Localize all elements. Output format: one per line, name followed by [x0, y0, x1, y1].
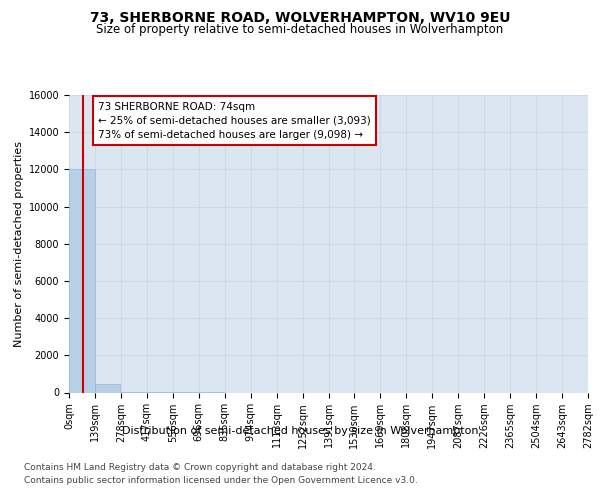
- Text: 73 SHERBORNE ROAD: 74sqm
← 25% of semi-detached houses are smaller (3,093)
73% o: 73 SHERBORNE ROAD: 74sqm ← 25% of semi-d…: [98, 102, 371, 140]
- Bar: [95, 384, 121, 392]
- Bar: [70, 170, 95, 392]
- Text: Contains public sector information licensed under the Open Government Licence v3: Contains public sector information licen…: [24, 476, 418, 485]
- Text: Size of property relative to semi-detached houses in Wolverhampton: Size of property relative to semi-detach…: [97, 22, 503, 36]
- Text: 73, SHERBORNE ROAD, WOLVERHAMPTON, WV10 9EU: 73, SHERBORNE ROAD, WOLVERHAMPTON, WV10 …: [90, 11, 510, 25]
- Y-axis label: Number of semi-detached properties: Number of semi-detached properties: [14, 141, 25, 347]
- Text: Contains HM Land Registry data © Crown copyright and database right 2024.: Contains HM Land Registry data © Crown c…: [24, 462, 376, 471]
- Text: Distribution of semi-detached houses by size in Wolverhampton: Distribution of semi-detached houses by …: [122, 426, 478, 436]
